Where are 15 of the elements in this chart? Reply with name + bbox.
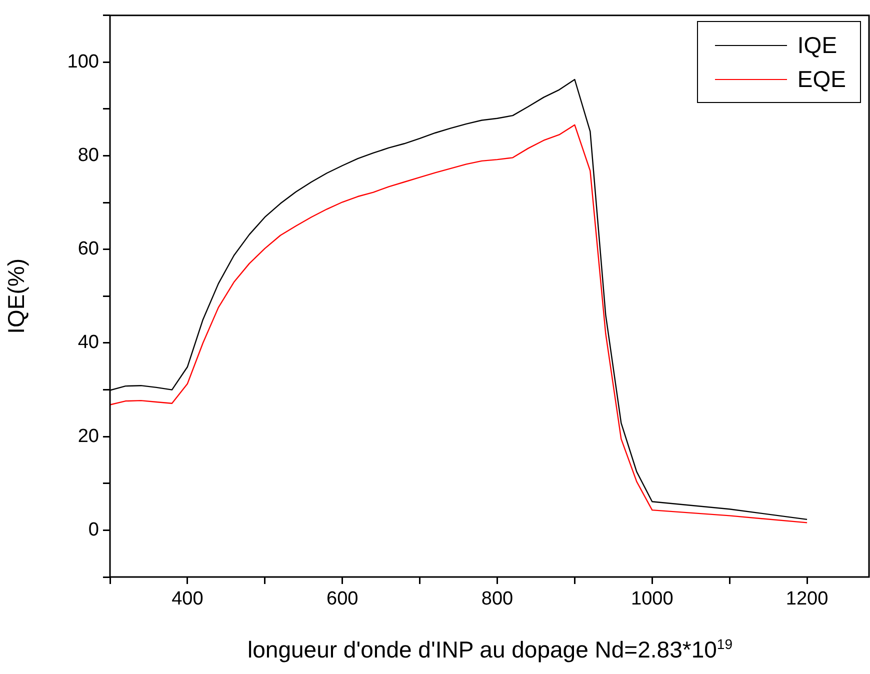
x-tick-label: 1200 (786, 588, 828, 610)
x-tick-label: 400 (172, 588, 204, 610)
x-tick-label: 1000 (631, 588, 674, 610)
y-tick-label: 40 (78, 332, 99, 354)
x-axis-title: longueur d'onde d'INP au dopage Nd=2.83*10$^{19}$ (246, 636, 734, 664)
y-axis-title: IQE(%) (3, 258, 30, 334)
y-tick-label: 60 (78, 238, 99, 260)
y-tick-label: 100 (67, 51, 99, 72)
x-tick-label: 800 (481, 588, 514, 610)
y-tick-label: 80 (78, 145, 99, 166)
legend-label: EQE (797, 66, 846, 92)
legend-label: IQE (797, 32, 838, 58)
y-tick-label: 0 (88, 519, 99, 540)
y-tick-label: 20 (78, 426, 99, 447)
x-tick-label: 600 (326, 588, 358, 610)
